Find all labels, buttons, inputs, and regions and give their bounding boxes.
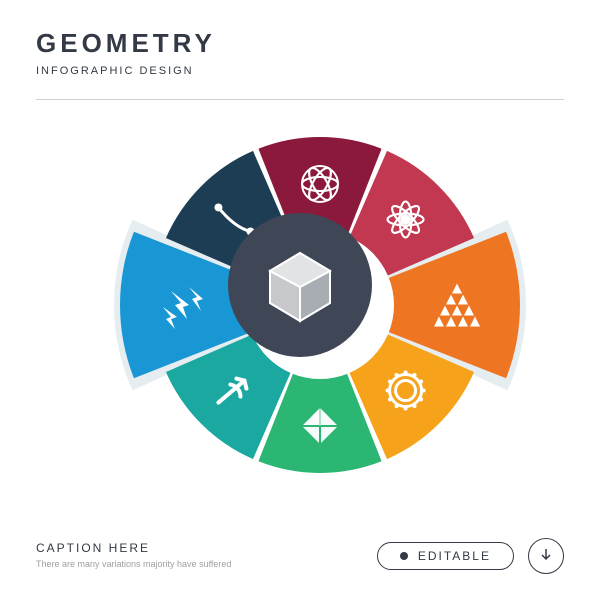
editable-button[interactable]: EDITABLE: [377, 542, 514, 570]
center-hub: [225, 210, 375, 360]
editable-button-label: EDITABLE: [418, 549, 491, 563]
download-button[interactable]: [528, 538, 564, 574]
page-title: GEOMETRY: [36, 28, 564, 59]
dot-icon: [400, 552, 408, 560]
radial-infographic: [110, 95, 490, 475]
page-subtitle: INFOGRAPHIC DESIGN: [36, 65, 564, 77]
caption-lorem: There are many variations majority have …: [36, 559, 231, 571]
caption-label: CAPTION HERE: [36, 541, 231, 555]
download-icon: [538, 548, 554, 564]
